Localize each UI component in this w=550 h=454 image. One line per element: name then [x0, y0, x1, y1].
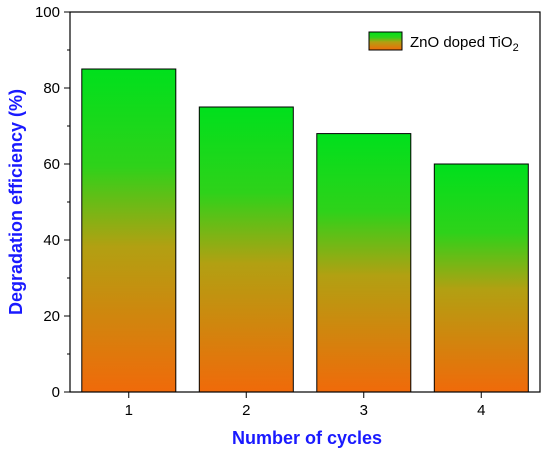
x-axis: 1 2 3 4 — [125, 392, 485, 419]
legend: ZnO doped TiO2 — [368, 31, 519, 54]
legend-subscript: 2 — [513, 42, 519, 54]
plot-area — [81, 68, 529, 393]
legend-series-name: ZnO doped TiO — [410, 34, 513, 51]
bar-cycle-3 — [316, 133, 412, 393]
y-axis-title: Degradation efficiency (%) — [6, 89, 26, 315]
x-tick-label: 3 — [360, 402, 368, 419]
x-tick-label: 2 — [242, 402, 250, 419]
bar-cycle-1 — [81, 68, 177, 393]
x-axis-title: Number of cycles — [232, 428, 382, 448]
y-tick-label: 40 — [43, 232, 60, 249]
legend-swatch — [368, 31, 403, 51]
bar-cycle-2 — [198, 106, 294, 393]
y-axis: 0 20 40 60 80 100 — [35, 4, 70, 401]
x-tick-label: 1 — [125, 402, 133, 419]
x-tick-label: 4 — [477, 402, 485, 419]
y-tick-label: 20 — [43, 308, 60, 325]
plot-frame — [69, 11, 541, 393]
y-tick-label: 100 — [35, 4, 60, 21]
bar-cycle-4 — [433, 163, 529, 393]
y-tick-label: 60 — [43, 156, 60, 173]
legend-label: ZnO doped TiO2 — [410, 34, 519, 54]
y-tick-label: 0 — [52, 384, 60, 401]
y-tick-label: 80 — [43, 80, 60, 97]
